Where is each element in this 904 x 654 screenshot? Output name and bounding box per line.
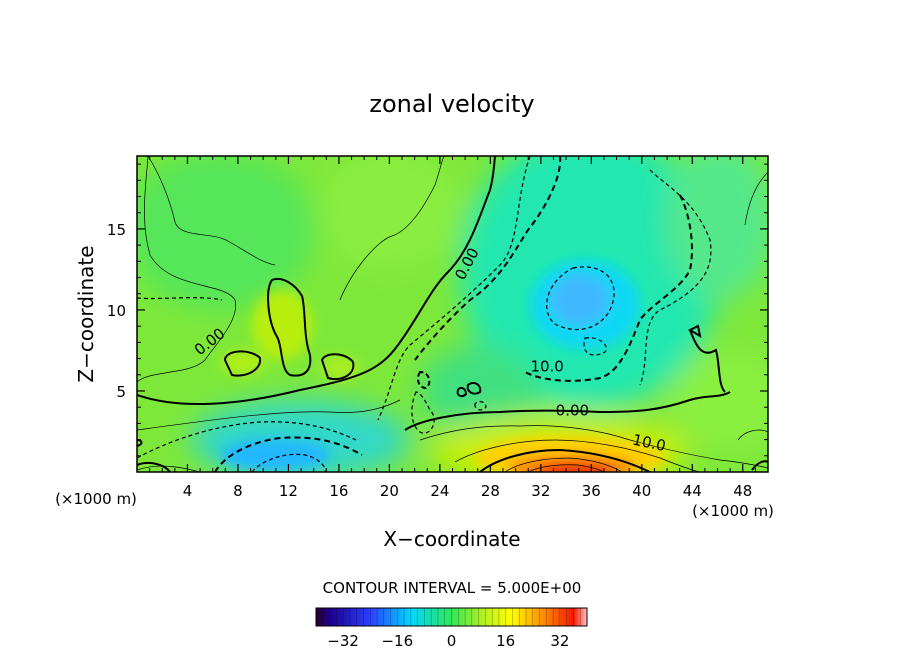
x-tick-label-2: 12 bbox=[279, 482, 298, 500]
x-tick-label-9: 40 bbox=[632, 482, 651, 500]
contour-lines bbox=[137, 156, 768, 472]
x-tick-label-0: 4 bbox=[183, 482, 193, 500]
x-tick-label-8: 36 bbox=[582, 482, 601, 500]
x-axis-label: X−coordinate bbox=[383, 527, 520, 551]
chart-title: zonal velocity bbox=[369, 90, 534, 118]
y-tick-label-1: 10 bbox=[107, 302, 126, 320]
y-axis-label: Z−coordinate bbox=[74, 245, 98, 382]
y-tick-label-2: 15 bbox=[107, 221, 126, 239]
contour-label-2: 0.00 bbox=[556, 401, 589, 419]
x-tick-label-5: 24 bbox=[430, 482, 449, 500]
velocity-field bbox=[137, 156, 768, 472]
x-tick-label-6: 28 bbox=[481, 482, 500, 500]
x-tick-label-10: 44 bbox=[683, 482, 702, 500]
colorbar-tick-label-4: 32 bbox=[550, 632, 569, 650]
x-tick-label-1: 8 bbox=[233, 482, 243, 500]
colorbar bbox=[315, 607, 588, 627]
colorbar-ticks: −32 −16 0 16 32 bbox=[322, 608, 581, 650]
colorbar-tick-label-0: −32 bbox=[327, 632, 359, 650]
colorbar-tick-label-2: 0 bbox=[447, 632, 457, 650]
y-tick-label-0: 5 bbox=[116, 383, 126, 401]
x-tick-label-11: 48 bbox=[733, 482, 752, 500]
x-tick-label-7: 32 bbox=[531, 482, 550, 500]
x-tick-label-4: 20 bbox=[380, 482, 399, 500]
contour-label-3: 10.0 bbox=[530, 358, 563, 376]
colorbar-tick-label-3: 16 bbox=[496, 632, 515, 650]
colorbar-tick-label-1: −16 bbox=[381, 632, 413, 650]
contour-interval-label: CONTOUR INTERVAL = 5.000E+00 bbox=[323, 579, 582, 597]
x-tick-label-3: 16 bbox=[329, 482, 348, 500]
x-unit-label-right: (×1000 m) bbox=[692, 502, 774, 520]
x-unit-label-left: (×1000 m) bbox=[55, 490, 137, 508]
